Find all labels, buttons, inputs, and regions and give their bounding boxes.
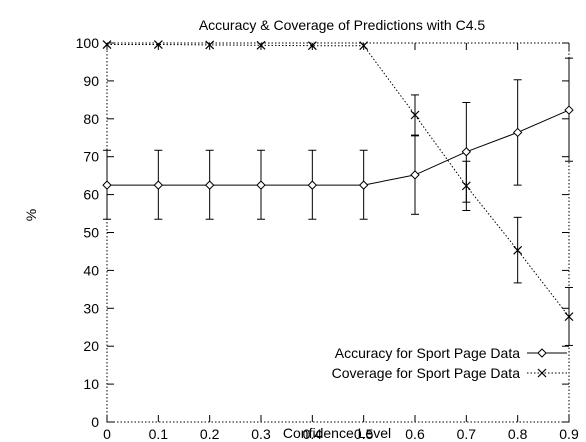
point-coverage [513,245,523,255]
point-coverage [256,40,266,50]
legend: Accuracy for Sport Page Data Coverage fo… [332,345,567,381]
x-tick-label: 0 [103,426,111,442]
point-coverage [102,40,112,49]
point-accuracy [256,180,266,190]
x-tick-label: 0.9 [559,426,579,442]
point-coverage [461,181,471,191]
point-accuracy [204,180,215,190]
y-tick-label: 0 [91,414,99,430]
point-accuracy [512,127,523,138]
y-axis-label: % [23,209,39,221]
axes: 0 10 20 30 40 50 60 70 80 90 100 0 0.1 0.2 0.3 0.4 0.5 0.… [76,35,579,442]
point-accuracy [410,170,420,180]
point-coverage [564,312,574,322]
x-axis-label: Confidence Level [283,425,391,441]
y-tick-label: 70 [83,149,99,165]
legend-label-coverage: Coverage for Sport Page Data [332,365,521,381]
y-tick-label: 10 [83,376,99,392]
legend-label-accuracy: Accuracy for Sport Page Data [335,345,520,361]
series-group [102,40,574,346]
y-tick-label: 20 [83,338,99,354]
y-tick-label: 60 [83,187,99,203]
x-tick-label: 0.5 [354,426,374,442]
series-line-accuracy [107,109,570,186]
point-accuracy [564,105,574,115]
x-tick-label: 0.2 [200,426,220,442]
point-accuracy [358,180,369,190]
y-tick-label: 30 [83,300,99,316]
y-tick-label: 80 [83,111,99,127]
x-tick-label: 0.6 [405,426,425,442]
y-tick-label: 50 [83,225,99,241]
legend-marker-accuracy [537,348,547,358]
point-coverage [205,40,215,50]
point-accuracy [102,180,112,190]
chart-title: Accuracy & Coverage of Predictions with … [199,17,486,33]
x-tick-label: 0.4 [303,426,323,442]
y-tick-label: 100 [76,35,100,51]
point-coverage [410,110,420,120]
point-coverage [307,41,317,51]
legend-marker-coverage [537,368,547,378]
point-accuracy [461,147,472,157]
point-coverage [153,40,163,49]
point-accuracy [153,180,164,190]
y-tick-label: 90 [83,73,99,89]
x-tick-label: 0.3 [251,426,271,442]
series-line-coverage [107,44,570,317]
y-tick-label: 40 [83,262,99,278]
x-tick-label: 0.7 [457,426,477,442]
point-accuracy [307,180,318,190]
x-tick-label: 0.8 [508,426,528,442]
x-tick-label: 0.1 [149,426,169,442]
point-coverage [359,41,369,51]
